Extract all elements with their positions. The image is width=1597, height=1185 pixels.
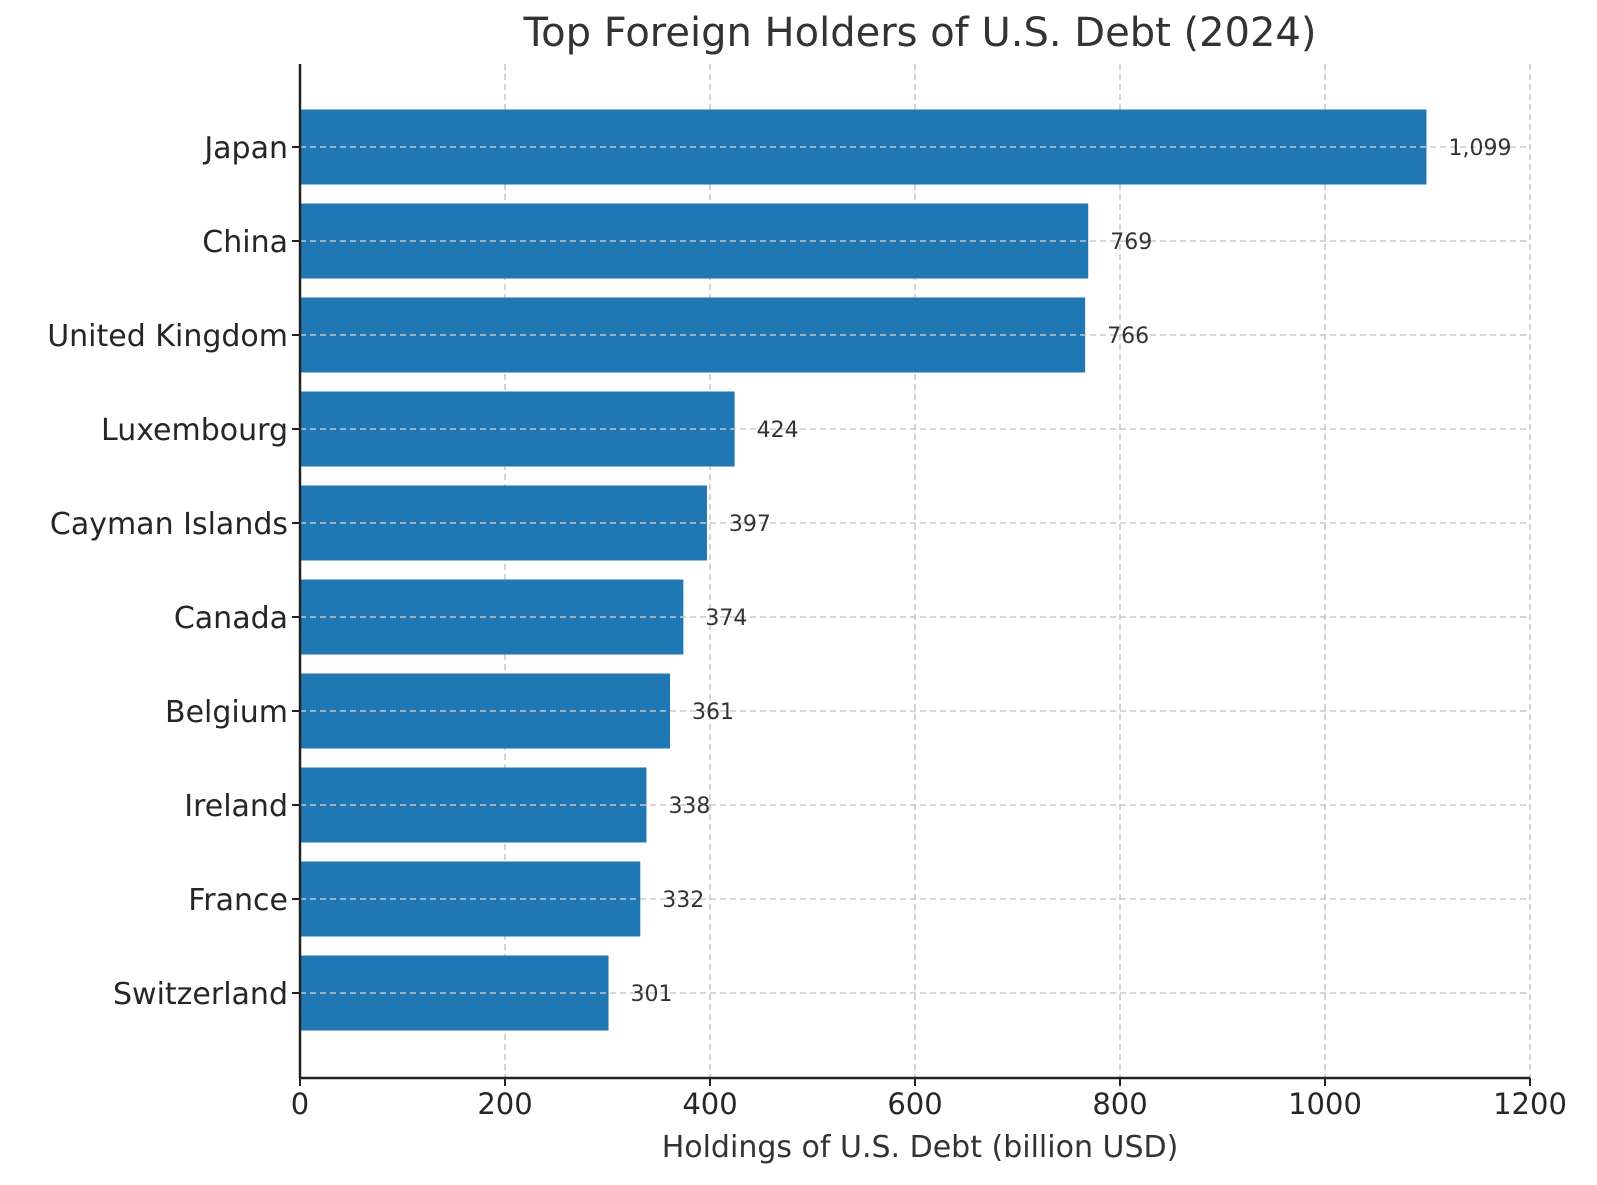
value-label: 374 — [705, 606, 747, 631]
x-tick-label: 1200 — [1493, 1087, 1567, 1121]
x-tick-label: 0 — [291, 1087, 309, 1121]
category-label: China — [202, 225, 288, 260]
category-label: Canada — [174, 601, 288, 636]
category-label: United Kingdom — [47, 319, 288, 354]
x-tick-labels: 0 200 400 600 800 1000 1200 — [291, 1087, 1567, 1121]
category-label: Luxembourg — [101, 413, 288, 448]
value-label: 338 — [668, 794, 710, 819]
value-label: 332 — [662, 888, 704, 913]
horizontal-grid-lines — [300, 146, 1530, 994]
value-label: 301 — [631, 982, 673, 1007]
value-label: 361 — [692, 700, 734, 725]
value-label: 766 — [1107, 324, 1149, 349]
category-label: Switzerland — [113, 977, 288, 1012]
x-tick-label: 200 — [477, 1087, 532, 1121]
category-label: Japan — [202, 131, 288, 166]
category-label: Belgium — [165, 695, 288, 730]
x-tick-label: 400 — [682, 1087, 737, 1121]
value-labels: 1,099 769 766 424 397 374 361 338 332 301 — [631, 136, 1512, 1007]
axes — [292, 64, 1531, 1086]
category-labels: Japan China United Kingdom Luxembourg Cayman… — [47, 131, 288, 1012]
x-tick-label: 800 — [1092, 1087, 1147, 1121]
x-tick-label: 600 — [887, 1087, 942, 1121]
category-label: Cayman Islands — [50, 507, 288, 542]
value-label: 769 — [1110, 230, 1152, 255]
value-label: 424 — [757, 418, 799, 443]
chart-title: Top Foreign Holders of U.S. Debt (2024) — [523, 10, 1317, 56]
bars — [300, 109, 1427, 1031]
x-axis-title: Holdings of U.S. Debt (billion USD) — [662, 1130, 1179, 1165]
value-label: 397 — [729, 512, 771, 537]
category-label: Ireland — [184, 789, 288, 824]
x-tick-label: 1000 — [1288, 1087, 1362, 1121]
value-label: 1,099 — [1448, 136, 1511, 161]
category-label: France — [188, 883, 288, 918]
